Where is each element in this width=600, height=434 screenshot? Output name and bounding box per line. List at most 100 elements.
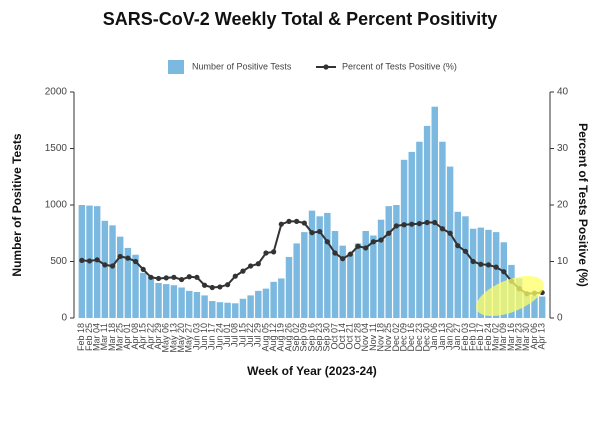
y2-tick-label: 30 (557, 143, 569, 154)
bar (492, 232, 500, 318)
bar (239, 298, 247, 318)
point (286, 218, 292, 224)
bar (531, 295, 538, 318)
bar (101, 220, 109, 318)
point (462, 248, 469, 254)
point (155, 275, 162, 282)
point (248, 263, 254, 269)
x-tick-label: Sep 09 (299, 323, 309, 352)
point (194, 274, 200, 280)
x-tick-label: Jul 22 (245, 323, 255, 347)
point (186, 274, 192, 280)
bar (538, 296, 546, 318)
point (447, 230, 453, 236)
point (171, 274, 177, 280)
x-tick-label: Mar 16 (506, 323, 516, 351)
x-tick-label: Mar 11 (99, 323, 109, 350)
bar (216, 302, 224, 318)
legend-swatch (323, 64, 329, 70)
point (347, 251, 353, 257)
bar (400, 159, 408, 318)
x-tick-label: Apr 13 (537, 323, 547, 350)
point (309, 230, 315, 236)
x-tick-label: Nov 25 (383, 323, 393, 352)
x-tick-label: Dec 09 (398, 323, 408, 352)
point (340, 256, 346, 262)
point (125, 255, 131, 261)
point (324, 239, 330, 245)
point (378, 237, 384, 243)
x-tick-label: Jul 15 (237, 323, 247, 347)
bar (170, 285, 178, 318)
y2-tick-label: 10 (557, 256, 569, 267)
x-tick-label: Apr 29 (153, 323, 163, 350)
x-tick-label: Jan 06 (429, 323, 439, 350)
point (301, 220, 307, 226)
legend-swatch (168, 60, 184, 74)
bar (446, 166, 454, 318)
point (178, 276, 185, 283)
point (363, 245, 369, 251)
x-tick-label: Apr 15 (138, 323, 148, 350)
point (255, 261, 261, 267)
bar (385, 206, 392, 318)
point (409, 221, 415, 227)
highlight (476, 275, 544, 317)
point (493, 264, 499, 270)
bar (116, 236, 124, 318)
x-tick-label: Nov 11 (368, 323, 378, 351)
x-tick-label: Mar 25 (115, 323, 125, 351)
point (485, 262, 492, 268)
bar (485, 229, 492, 318)
x-tick-label: Dec 02 (391, 323, 401, 352)
point (455, 243, 461, 249)
x-tick-label: Feb 18 (76, 323, 86, 351)
point (271, 249, 277, 255)
bar (270, 281, 277, 318)
x-tick-label: Feb 25 (84, 323, 94, 351)
x-tick-label: Apr 08 (130, 323, 140, 350)
bar (247, 295, 254, 318)
x-tick-label: Oct 21 (345, 323, 355, 350)
bar (331, 230, 339, 318)
bar (255, 290, 262, 318)
bar (362, 230, 369, 318)
point (163, 275, 169, 281)
y2-tick-label: 0 (557, 313, 563, 324)
bar (500, 242, 508, 318)
x-tick-label: Mar 09 (498, 323, 508, 351)
x-tick-label: May 20 (176, 323, 186, 353)
bar (163, 284, 170, 318)
bar (209, 301, 216, 318)
x-tick-label: Mar 02 (491, 323, 501, 351)
x-tick-label: Jan 20 (444, 323, 454, 350)
y-tick-label: 0 (61, 313, 67, 324)
bar (370, 235, 377, 318)
x-tick-label: Feb 24 (483, 323, 493, 351)
point (317, 228, 323, 235)
x-tick-label: May 13 (168, 323, 178, 353)
bar (201, 295, 208, 318)
x-tick-label: Aug 05 (260, 323, 270, 352)
point (478, 261, 484, 267)
bar (377, 219, 385, 318)
point (470, 258, 476, 265)
x-tick-label: Jul 08 (230, 323, 240, 347)
point (102, 262, 108, 268)
point (416, 221, 423, 227)
point (370, 239, 376, 245)
bar (339, 245, 346, 318)
y2-tick-label: 40 (557, 87, 569, 98)
point (117, 253, 123, 260)
x-tick-label: Mar 04 (92, 323, 102, 351)
bar (347, 253, 354, 318)
x-tick-label: Jun 17 (207, 323, 217, 350)
x-tick-label: Aug 19 (276, 323, 286, 352)
y-tick-label: 2000 (45, 87, 68, 98)
point (209, 284, 215, 291)
x-axis-title: Week of Year (2023-24) (247, 364, 377, 378)
point (439, 226, 446, 232)
bar (393, 205, 400, 318)
x-tick-label: May 27 (184, 323, 194, 353)
y-tick-label: 1500 (45, 143, 68, 154)
